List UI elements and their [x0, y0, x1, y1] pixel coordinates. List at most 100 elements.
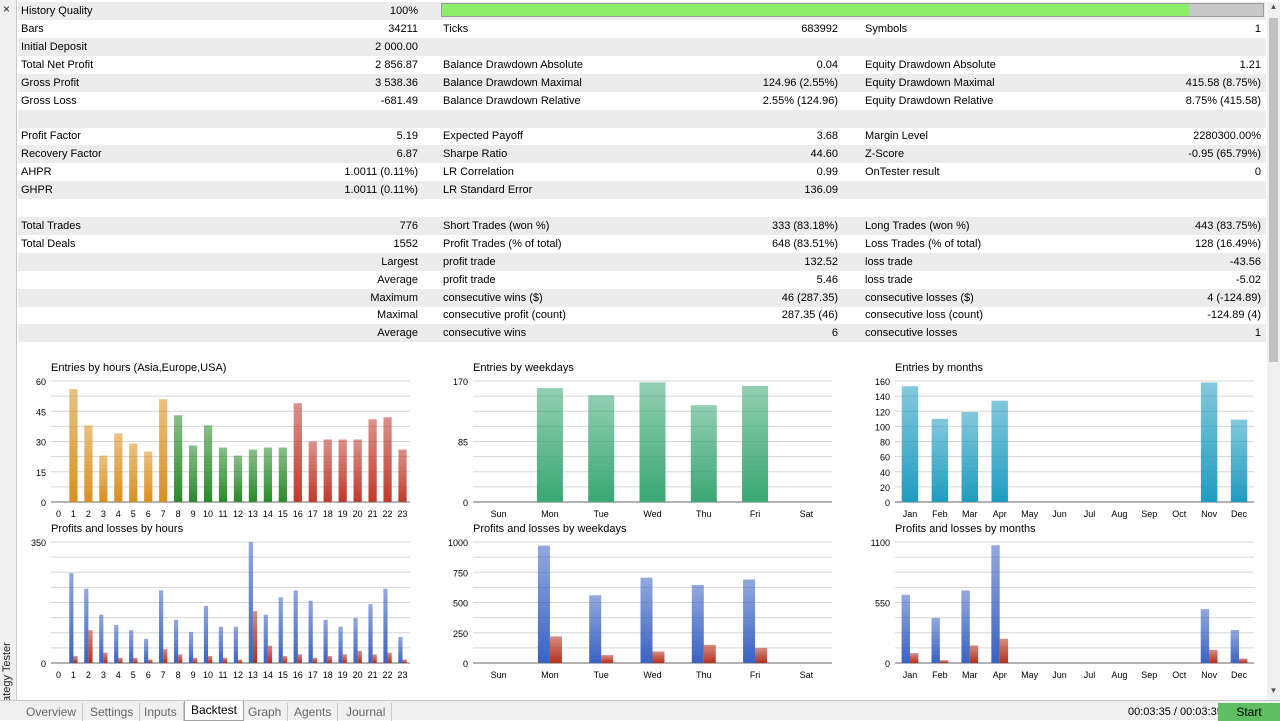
scroll-up-icon[interactable]: ▲	[1269, 2, 1278, 11]
x-tick-label: Fri	[750, 670, 761, 680]
stat-label: LR Correlation	[443, 166, 514, 179]
chart-bar	[939, 660, 949, 663]
history-quality-value: 100%	[389, 5, 418, 17]
stat-value: 648 (83.51%)	[771, 237, 838, 250]
x-tick-label: 21	[368, 509, 378, 519]
x-tick-label: 15	[278, 509, 288, 519]
stat-label: consecutive losses	[865, 327, 958, 340]
stat-value: 136.09	[804, 184, 838, 197]
chart-bar	[901, 594, 910, 663]
x-tick-label: 7	[161, 670, 166, 680]
x-tick-label: 9	[191, 509, 196, 519]
y-tick-label: 60	[36, 377, 46, 387]
tab-overview[interactable]: Overview	[20, 703, 84, 721]
x-tick-label: Jul	[1084, 509, 1096, 519]
tab-settings[interactable]: Settings	[84, 703, 141, 721]
chart-bar	[640, 577, 653, 663]
x-tick-label: 11	[218, 509, 227, 519]
y-tick-label: 0	[463, 659, 468, 669]
stat-label: loss trade	[865, 273, 913, 286]
tab-journal[interactable]: Journal	[340, 703, 393, 721]
x-tick-label: 20	[353, 509, 363, 519]
stat-value: 2 856.87	[375, 58, 418, 71]
tab-backtest[interactable]: Backtest	[184, 701, 245, 721]
chart-bar	[158, 590, 164, 663]
stat-label: Z-Score	[865, 148, 905, 161]
chart-bar	[208, 656, 213, 663]
x-tick-label: 2	[86, 509, 91, 519]
stat-label: Loss Trades (% of total)	[865, 237, 982, 250]
chart-bar	[342, 654, 347, 663]
chart-bar	[278, 597, 283, 663]
chart-bar	[353, 618, 358, 663]
stat-value: 44.60	[810, 148, 838, 161]
chart-svg: 0 250 500 750 1000 Sun Mon Tue Wed Thu Fri Sat	[448, 538, 832, 680]
x-tick-label: Oct	[1172, 670, 1187, 680]
chart-bar	[218, 626, 224, 663]
x-tick-label: 4	[116, 670, 121, 680]
stat-label: Gross Loss	[21, 94, 77, 107]
chart-bar	[178, 654, 183, 663]
x-tick-label: 22	[383, 670, 393, 680]
x-tick-label: Apr	[993, 509, 1007, 519]
chart-bar	[1239, 658, 1248, 663]
chart-bar	[267, 645, 273, 663]
close-icon[interactable]: ×	[3, 2, 11, 16]
chart-bar	[174, 415, 183, 502]
stat-value: -124.89 (4)	[1207, 309, 1261, 322]
tab-agents[interactable]: Agents	[288, 703, 339, 721]
scroll-down-icon[interactable]: ▼	[1269, 686, 1278, 695]
y-tick-label: 350	[31, 538, 46, 548]
chart-bar	[248, 449, 258, 502]
y-tick-label: 45	[36, 407, 46, 417]
stat-label: profit trade	[443, 255, 496, 268]
chart-bar	[84, 425, 93, 502]
x-tick-label: 10	[203, 509, 213, 519]
x-tick-label: 14	[263, 670, 273, 680]
start-button[interactable]: Start	[1218, 703, 1280, 721]
x-tick-label: Jan	[903, 670, 918, 680]
y-tick-label: 120	[875, 407, 890, 417]
y-tick-label: 60	[880, 453, 890, 463]
chart-2: Entries by months 0 20 40 60 80 100 120 140 160 Ja…	[862, 362, 1262, 522]
stat-value: 1.0011 (0.11%)	[344, 166, 418, 179]
chart-title: Profits and losses by hours	[51, 523, 184, 535]
chart-bar	[589, 595, 602, 663]
stat-label: Equity Drawdown Maximal	[865, 76, 995, 89]
chart-bar	[188, 445, 198, 502]
stat-value: 5.19	[396, 130, 418, 143]
chart-bar	[144, 638, 149, 663]
stat-value: 3.68	[816, 130, 838, 143]
x-tick-label: 5	[131, 670, 136, 680]
chart-bar	[233, 455, 243, 502]
x-tick-label: 21	[368, 670, 378, 680]
chart-bar	[308, 600, 313, 663]
tab-graph[interactable]: Graph	[242, 703, 289, 721]
stats-row	[18, 342, 1266, 360]
x-tick-label: 0	[56, 670, 61, 680]
x-tick-label: 3	[101, 670, 106, 680]
x-tick-label: Oct	[1172, 509, 1187, 519]
chart-bar	[297, 654, 303, 663]
vertical-scrollbar[interactable]: ▲ ▼	[1267, 2, 1280, 700]
stat-value: -681.49	[380, 94, 418, 107]
stat-label: Short Trades (won %)	[443, 219, 550, 232]
x-tick-label: Mon	[541, 670, 559, 680]
chart-bar	[69, 573, 74, 663]
tab-inputs[interactable]: Inputs	[138, 703, 184, 721]
chart-bar	[549, 636, 562, 663]
x-tick-label: 6	[146, 670, 151, 680]
stat-label: consecutive wins ($)	[443, 291, 543, 304]
x-tick-label: 10	[203, 670, 213, 680]
stat-label: GHPR	[21, 184, 53, 197]
chart-bar	[383, 417, 392, 502]
scrollbar-thumb[interactable]	[1269, 18, 1278, 362]
stat-value: 2280300.00%	[1193, 130, 1261, 143]
stat-label: Profit Trades (% of total)	[443, 237, 562, 250]
stat-label: Gross Profit	[21, 76, 80, 89]
stats-row: Total Deals 1552 Profit Trades (% of total…	[18, 235, 1266, 253]
stat-value: 683992	[801, 23, 838, 35]
chart-1: Entries by weekdays 0 85 170 Sun Mon Tue Wed Thu…	[440, 362, 840, 522]
chart-bar	[223, 657, 228, 663]
chart-bar	[1200, 382, 1218, 502]
